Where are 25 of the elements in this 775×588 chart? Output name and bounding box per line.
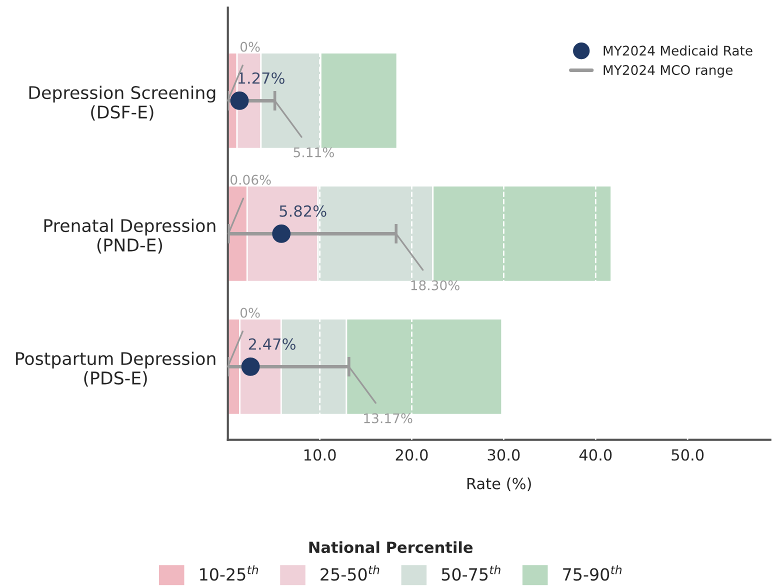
x-tick-label: 20.0 <box>396 449 428 461</box>
data-label: 5.82% <box>280 205 326 217</box>
annotation: MY2024 MCO range <box>604 65 733 78</box>
legend-label: MY2024 Medicaid Rate <box>604 45 752 56</box>
data-label: 2.47% <box>248 338 296 350</box>
annotation: 0% <box>240 308 260 318</box>
legend-label: 75-90$^{th}$ <box>563 565 622 581</box>
legend-title: National Percentile <box>309 541 473 554</box>
y-tick-label: Prenatal Depression (PND-E) <box>44 218 216 254</box>
y-tick-label: Depression Screening (DSF-E) <box>29 86 216 121</box>
annotation: 5.11% <box>294 147 334 158</box>
legend-label: 25-50$^{th}$ <box>320 565 380 581</box>
annotation: 13.17% <box>364 413 412 424</box>
legend-label: 10-25$^{th}$ <box>200 565 258 581</box>
x-tick-label: 30.0 <box>488 449 520 461</box>
x-tick-label: 40.0 <box>579 449 612 461</box>
x-axis-title: Rate (%) <box>467 478 531 492</box>
legend-label: 50-75$^{th}$ <box>442 565 500 581</box>
annotation: 18.30% <box>411 280 460 290</box>
annotation: 0% <box>240 42 260 52</box>
data-label: 1.27% <box>238 72 284 84</box>
annotation: 0.06% <box>230 174 271 185</box>
x-tick-label: 10.0 <box>304 449 336 461</box>
y-tick-label: Postpartum Depression (PDS-E) <box>16 352 216 387</box>
x-tick-label: 50.0 <box>672 449 704 461</box>
